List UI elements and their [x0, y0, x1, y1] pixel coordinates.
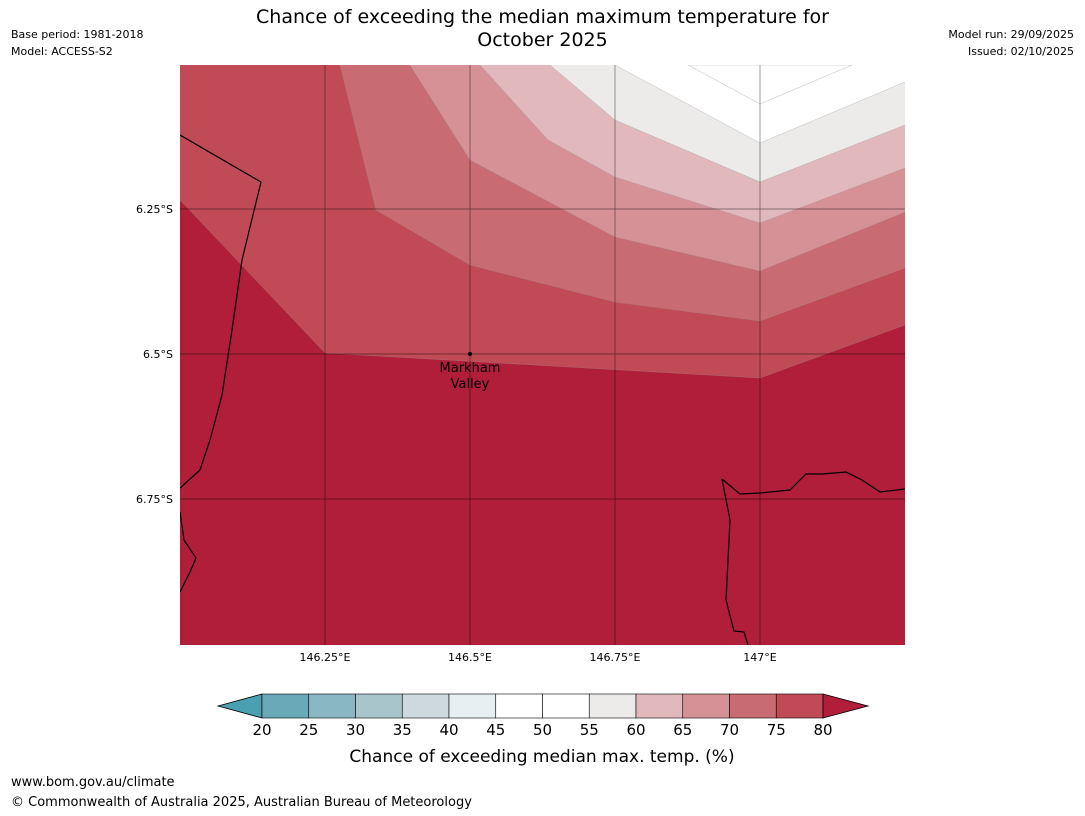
colorbar-tick-label: 50 — [533, 721, 552, 739]
footer-url: www.bom.gov.au/climate — [11, 775, 175, 790]
header-right-meta: Model run: 29/09/2025 Issued: 02/10/2025 — [948, 26, 1074, 60]
colorbar-tick-label: 30 — [346, 721, 365, 739]
colorbar-label: Chance of exceeding median max. temp. (%… — [349, 747, 734, 767]
colorbar-segment — [588, 693, 637, 719]
place-label-line-1: Markham — [440, 361, 501, 376]
title-line-2: October 2025 — [477, 29, 608, 51]
issued-text: Issued: 02/10/2025 — [967, 45, 1074, 58]
colorbar-segment — [308, 693, 356, 719]
colorbar-segment — [448, 693, 497, 719]
colorbar-tick-label: 65 — [673, 721, 692, 739]
colorbar-segment — [682, 693, 730, 719]
model-text: Model: ACCESS-S2 — [11, 45, 113, 58]
colorbar-segment — [635, 693, 684, 719]
title-line-1: Chance of exceeding the median maximum t… — [256, 6, 829, 28]
colorbar-segments — [261, 693, 824, 719]
lat-label: 6.25°S — [136, 203, 173, 216]
colorbar-tick-label: 25 — [299, 721, 318, 739]
lat-label: 6.75°S — [136, 493, 173, 506]
colorbar-tick-labels: 20 25 30 35 40 45 50 55 60 65 70 75 80 — [252, 721, 832, 739]
colorbar-under-arrow — [216, 693, 263, 719]
place-marker — [468, 352, 472, 356]
lon-label: 147°E — [743, 651, 776, 664]
lon-label: 146.25°E — [300, 651, 351, 664]
coastline — [180, 134, 905, 645]
colorbar-segment — [729, 693, 777, 719]
colorbar-segment — [542, 693, 590, 719]
colorbar-segment — [401, 693, 450, 719]
colorbar-tick-label: 55 — [580, 721, 599, 739]
colorbar-tick-label: 40 — [439, 721, 458, 739]
header-left-meta: Base period: 1981-2018 Model: ACCESS-S2 — [11, 26, 143, 60]
lat-axis-labels: 6.25°S 6.5°S 6.75°S — [136, 203, 173, 506]
map-panel: Markham Valley — [180, 65, 905, 645]
model-run-text: Model run: 29/09/2025 — [948, 28, 1074, 41]
lon-label: 146.5°E — [448, 651, 492, 664]
map-title: Chance of exceeding the median maximum t… — [0, 6, 1085, 52]
colorbar-tick-label: 80 — [813, 721, 832, 739]
colorbar-tick-label: 45 — [486, 721, 505, 739]
lon-axis-labels: 146.25°E 146.5°E 146.75°E 147°E — [300, 651, 777, 664]
colorbar-segment — [495, 693, 543, 719]
colorbar-tick-label: 60 — [626, 721, 645, 739]
colorbar-segment — [775, 693, 824, 719]
colorbar-segment — [261, 693, 310, 719]
lat-label: 6.5°S — [143, 348, 173, 361]
colorbar-over-arrow — [822, 693, 870, 719]
colorbar-segment — [355, 693, 403, 719]
footer-copyright: © Commonwealth of Australia 2025, Austra… — [11, 795, 472, 810]
colorbar-tick-label: 20 — [252, 721, 271, 739]
graticule — [180, 65, 905, 645]
band-45-50 — [687, 65, 853, 105]
lon-label: 146.75°E — [590, 651, 641, 664]
colorbar-tick-label: 35 — [393, 721, 412, 739]
colorbar-tick-label: 70 — [720, 721, 739, 739]
base-period-text: Base period: 1981-2018 — [11, 28, 144, 41]
place-label-line-2: Valley — [451, 377, 490, 392]
colorbar: 20 25 30 35 40 45 50 55 60 65 70 75 80 Chance of exc… — [216, 693, 870, 767]
colorbar-tick-label: 75 — [767, 721, 786, 739]
